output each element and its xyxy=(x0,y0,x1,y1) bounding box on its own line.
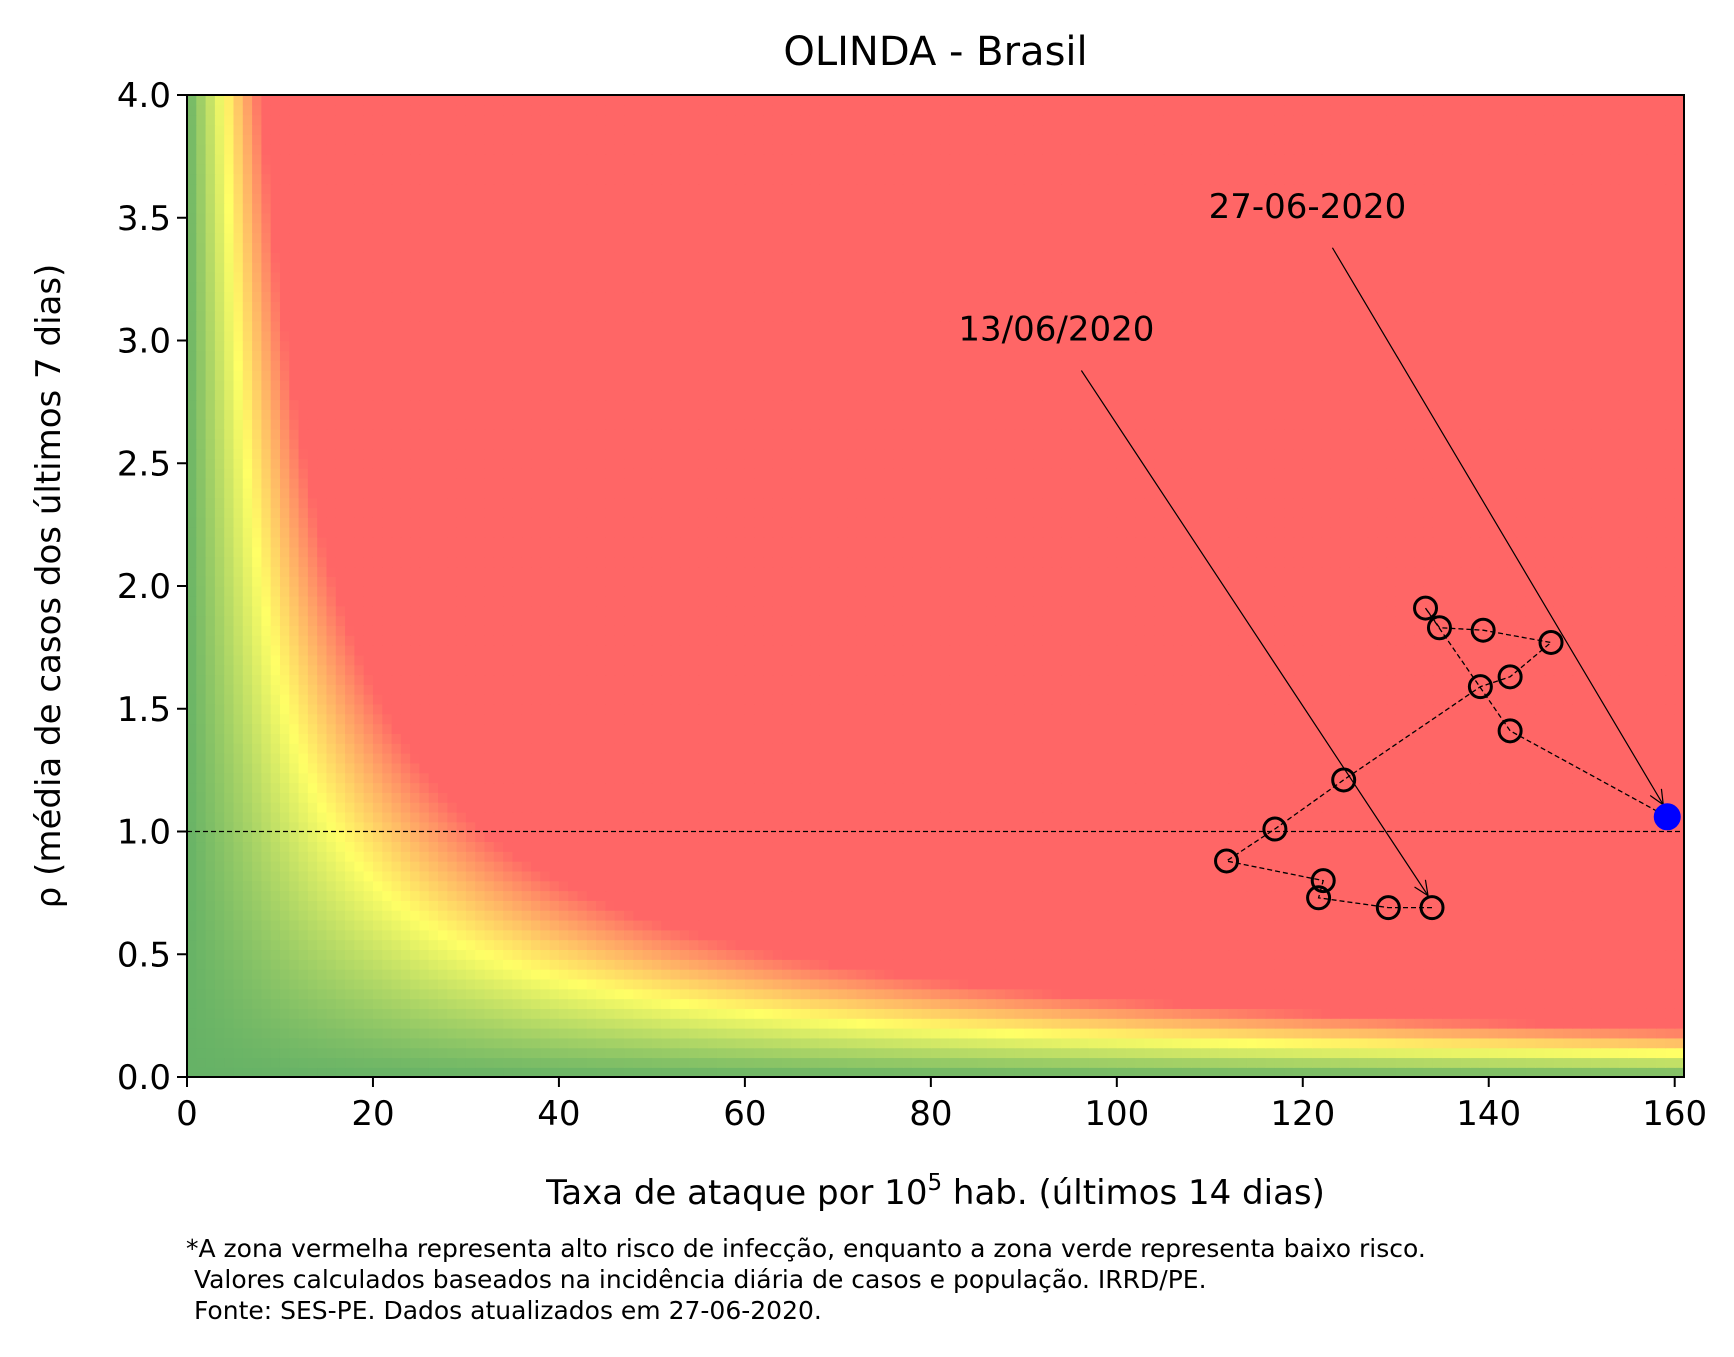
y-tick-label: 3.5 xyxy=(117,199,171,239)
footnote-line-1: *A zona vermelha representa alto risco d… xyxy=(186,1233,1426,1264)
x-tick-label: 80 xyxy=(909,1094,952,1134)
x-axis-label-main: Taxa de ataque por 10 xyxy=(545,1173,927,1213)
y-tick-label: 4.0 xyxy=(117,76,171,116)
x-tick-label: 140 xyxy=(1456,1094,1521,1134)
y-axis-ticks: 0.0 0.5 1.0 1.5 2.0 2.5 3.0 3.5 4.0 xyxy=(117,76,187,1098)
annotation-label-1: 13/06/2020 xyxy=(958,310,1154,350)
footnote-line-2: Valores calculados baseados na incidênci… xyxy=(186,1264,1207,1295)
x-axis-ticks: 0 20 40 60 80 100 120 140 160 xyxy=(176,1077,1707,1134)
y-tick-label: 0.0 xyxy=(117,1058,171,1098)
y-tick-label: 3.0 xyxy=(117,322,171,362)
y-tick-label: 1.0 xyxy=(117,813,171,853)
chart-title: OLINDA - Brasil xyxy=(783,29,1087,75)
x-tick-label: 20 xyxy=(351,1094,394,1134)
x-tick-label: 40 xyxy=(537,1094,580,1134)
x-axis-label-superscript: 5 xyxy=(927,1170,942,1196)
y-tick-label: 2.5 xyxy=(117,444,171,484)
risk-heatmap-background xyxy=(187,95,1685,1078)
x-tick-label: 160 xyxy=(1642,1094,1707,1134)
annotation-label-2: 27-06-2020 xyxy=(1209,187,1407,227)
y-axis-label: ρ (média de casos dos últimos 7 dias) xyxy=(29,264,69,909)
latest-data-point xyxy=(1654,804,1680,830)
x-tick-label: 100 xyxy=(1084,1094,1149,1134)
x-tick-label: 60 xyxy=(723,1094,766,1134)
x-tick-label: 0 xyxy=(176,1094,198,1134)
y-tick-label: 0.5 xyxy=(117,935,171,975)
footnote-line-3: Fonte: SES-PE. Dados atualizados em 27-0… xyxy=(186,1295,822,1326)
x-axis-label-tail: hab. (últimos 14 dias) xyxy=(942,1173,1325,1213)
y-tick-label: 1.5 xyxy=(117,690,171,730)
x-axis-label: Taxa de ataque por 105 hab. (últimos 14 … xyxy=(545,1170,1325,1213)
y-tick-label: 2.0 xyxy=(117,567,171,607)
x-tick-label: 120 xyxy=(1270,1094,1335,1134)
